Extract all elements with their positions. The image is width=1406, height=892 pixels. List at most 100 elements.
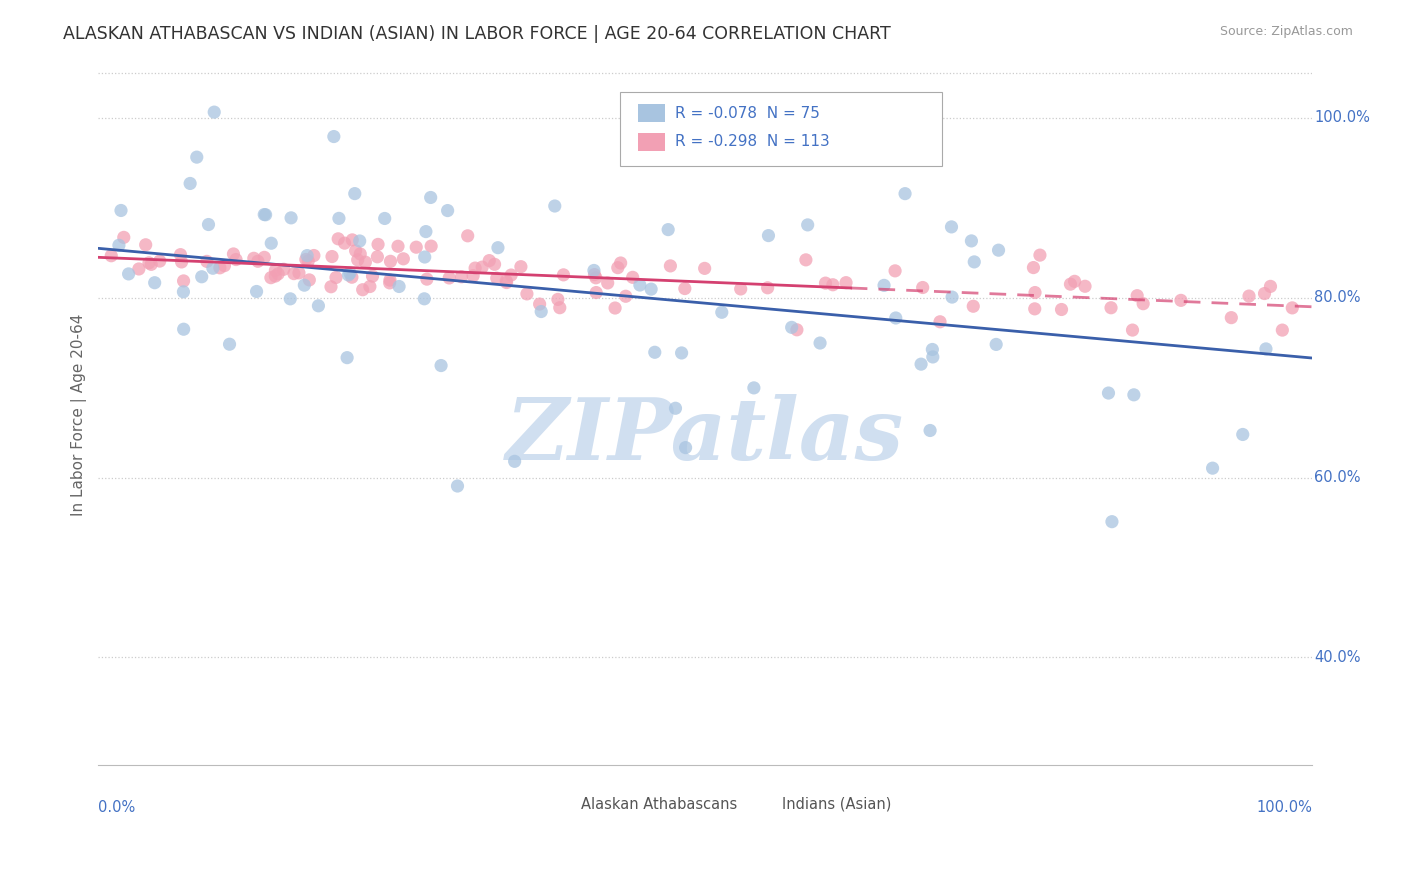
Point — [1254, 342, 1277, 356]
Point — [392, 252, 415, 266]
Point — [486, 241, 509, 255]
Point — [278, 292, 301, 306]
FancyBboxPatch shape — [620, 92, 942, 166]
Point — [352, 283, 374, 297]
Point — [298, 273, 321, 287]
Point — [349, 247, 371, 261]
Point — [814, 276, 837, 290]
Point — [359, 279, 381, 293]
Text: R = -0.298  N = 113: R = -0.298 N = 113 — [675, 135, 830, 149]
Point — [413, 292, 436, 306]
Point — [962, 299, 984, 313]
Point — [128, 262, 150, 277]
Point — [388, 279, 411, 293]
Point — [344, 244, 367, 258]
Point — [112, 230, 135, 244]
Text: 0.0%: 0.0% — [98, 800, 135, 815]
Text: 40.0%: 40.0% — [1315, 650, 1361, 665]
Point — [387, 239, 409, 253]
Point — [1074, 279, 1097, 293]
Point — [756, 281, 779, 295]
Point — [321, 250, 343, 264]
Bar — [638, 133, 665, 151]
Point — [894, 186, 917, 201]
Point — [529, 297, 551, 311]
Point — [614, 289, 637, 303]
Point — [149, 254, 172, 268]
Point — [742, 381, 765, 395]
Point — [596, 276, 619, 290]
Point — [786, 323, 808, 337]
Point — [987, 243, 1010, 257]
Point — [264, 268, 287, 283]
Point — [484, 257, 506, 271]
Point — [173, 322, 195, 336]
Point — [416, 272, 439, 286]
Point — [758, 228, 780, 243]
Point — [1050, 302, 1073, 317]
Point — [336, 351, 359, 365]
Point — [929, 315, 952, 329]
Text: Alaskan Athabascans: Alaskan Athabascans — [581, 797, 738, 812]
Point — [201, 261, 224, 276]
Point — [1281, 301, 1303, 315]
Point — [253, 208, 276, 222]
Bar — [638, 104, 665, 122]
Text: 100.0%: 100.0% — [1315, 111, 1371, 126]
Point — [283, 267, 305, 281]
Point — [288, 266, 311, 280]
Point — [367, 237, 389, 252]
Point — [325, 270, 347, 285]
Point — [195, 254, 218, 268]
Point — [243, 252, 266, 266]
Point — [342, 233, 364, 247]
Point — [911, 280, 934, 294]
Point — [202, 105, 225, 120]
Point — [606, 260, 628, 275]
Point — [1121, 323, 1143, 337]
Point — [516, 286, 538, 301]
Point — [1201, 461, 1223, 475]
Point — [333, 236, 356, 251]
Point — [1237, 289, 1260, 303]
Point — [264, 263, 287, 277]
Text: 100.0%: 100.0% — [1256, 800, 1312, 815]
Point — [673, 281, 696, 295]
Point — [254, 208, 277, 222]
Point — [141, 257, 163, 271]
Point — [437, 271, 460, 285]
Point — [366, 250, 388, 264]
Point — [835, 276, 858, 290]
Point — [920, 424, 942, 438]
Point — [640, 282, 662, 296]
Point — [1232, 427, 1254, 442]
Point — [585, 285, 607, 300]
Point — [1101, 515, 1123, 529]
Point — [1029, 248, 1052, 262]
Point — [319, 279, 342, 293]
Point — [657, 222, 679, 236]
Point — [446, 479, 468, 493]
Point — [808, 336, 831, 351]
Point — [273, 262, 295, 277]
Point — [245, 285, 267, 299]
Point — [450, 269, 472, 284]
Point — [295, 252, 318, 267]
Text: R = -0.078  N = 75: R = -0.078 N = 75 — [675, 105, 820, 120]
Point — [1260, 279, 1282, 293]
Point — [415, 225, 437, 239]
Point — [547, 293, 569, 307]
Point — [544, 199, 567, 213]
Point — [821, 277, 844, 292]
Point — [585, 270, 607, 285]
Y-axis label: In Labor Force | Age 20-64: In Labor Force | Age 20-64 — [72, 313, 87, 516]
Point — [1022, 260, 1045, 275]
Point — [108, 238, 131, 252]
Point — [553, 268, 575, 282]
Point — [100, 249, 122, 263]
Point — [1063, 274, 1085, 288]
Point — [208, 260, 231, 275]
Point — [135, 237, 157, 252]
Point — [378, 273, 401, 287]
Point — [495, 276, 517, 290]
